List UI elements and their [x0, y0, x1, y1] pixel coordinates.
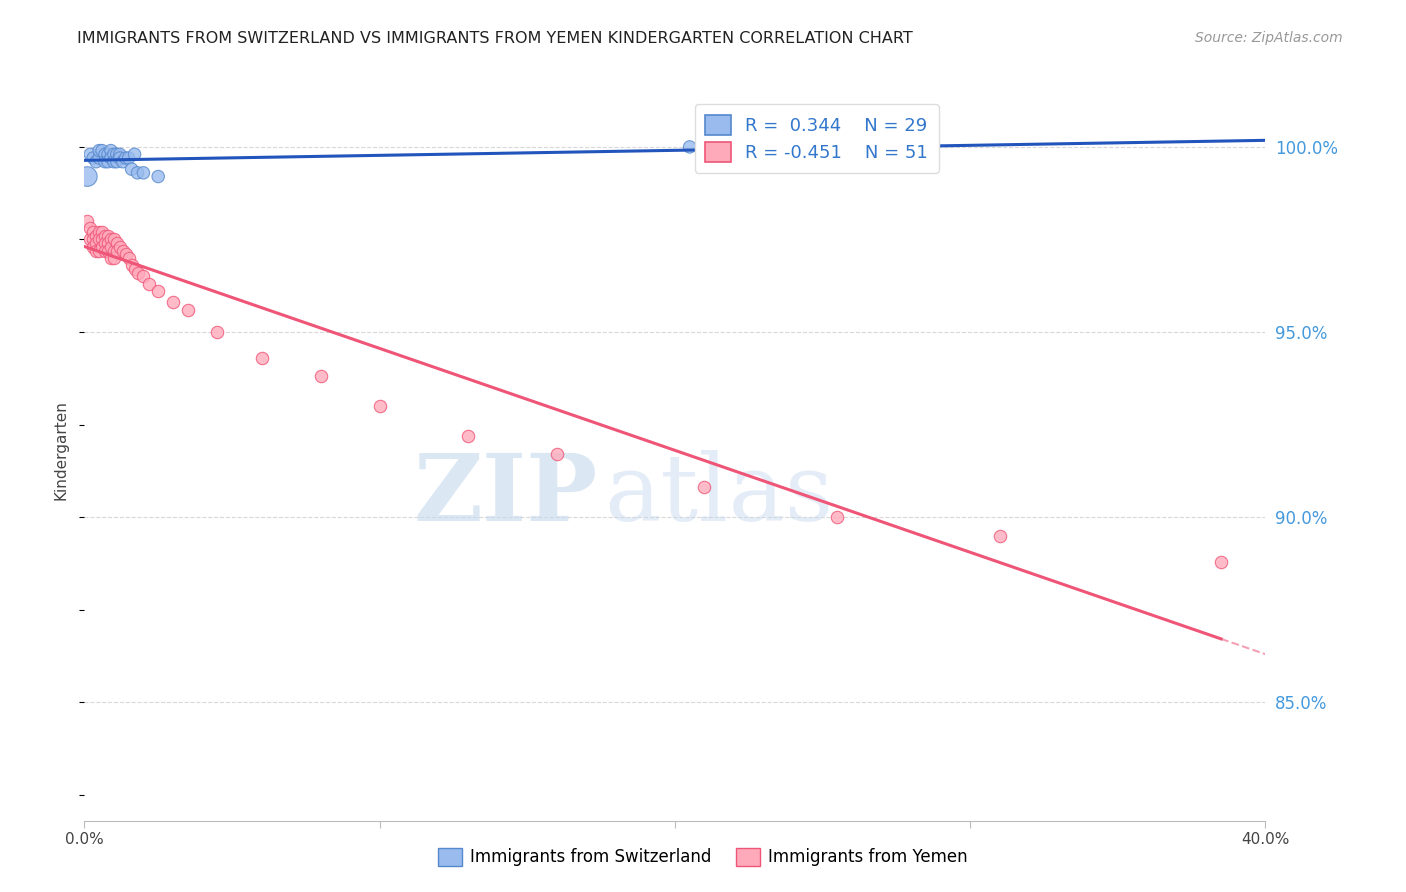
Point [91, 225, 114, 239]
Point [100, 251, 122, 265]
Point [124, 147, 146, 161]
Point [91, 240, 114, 254]
Point [988, 528, 1011, 542]
Point [132, 166, 155, 180]
Y-axis label: Kindergarten: Kindergarten [53, 401, 69, 500]
Point [100, 232, 122, 246]
Point [87, 225, 111, 239]
Point [105, 236, 128, 251]
Point [97, 236, 120, 251]
Point [84, 236, 107, 251]
Point [114, 151, 136, 165]
Point [76, 169, 98, 184]
Point [105, 154, 128, 169]
Point [127, 166, 149, 180]
Point [121, 162, 143, 177]
Point [118, 151, 141, 165]
Point [82, 240, 104, 254]
Point [94, 244, 117, 258]
Point [124, 262, 146, 277]
Point [138, 277, 160, 291]
Point [105, 244, 128, 258]
Point [79, 232, 101, 246]
Point [105, 147, 128, 161]
Point [103, 244, 125, 258]
Point [118, 251, 141, 265]
Text: Source: ZipAtlas.com: Source: ZipAtlas.com [1195, 31, 1343, 45]
Point [121, 258, 143, 272]
Point [97, 154, 120, 169]
Point [91, 232, 114, 246]
Point [84, 244, 107, 258]
Point [827, 510, 849, 524]
Point [886, 140, 908, 154]
Point [100, 240, 122, 254]
Point [207, 325, 229, 339]
Point [114, 247, 136, 261]
Point [91, 144, 114, 158]
Point [1211, 554, 1233, 568]
Point [132, 269, 155, 284]
Point [100, 144, 122, 158]
Point [108, 240, 131, 254]
Point [111, 244, 134, 258]
Point [309, 369, 332, 384]
Point [87, 144, 111, 158]
Point [108, 151, 131, 165]
Point [177, 302, 200, 317]
Point [76, 214, 98, 228]
Point [250, 351, 273, 365]
Point [148, 169, 170, 184]
Point [457, 428, 479, 442]
Point [94, 154, 117, 169]
Point [94, 236, 117, 251]
Point [679, 140, 702, 154]
Legend: Immigrants from Switzerland, Immigrants from Yemen: Immigrants from Switzerland, Immigrants … [432, 841, 974, 873]
Text: ZIP: ZIP [413, 450, 598, 540]
Point [111, 154, 134, 169]
Point [87, 151, 111, 165]
Point [103, 147, 125, 161]
Point [368, 399, 391, 413]
Point [87, 232, 111, 246]
Point [693, 480, 716, 494]
Text: IMMIGRANTS FROM SWITZERLAND VS IMMIGRANTS FROM YEMEN KINDERGARTEN CORRELATION CH: IMMIGRANTS FROM SWITZERLAND VS IMMIGRANT… [77, 31, 912, 46]
Point [97, 228, 120, 243]
Point [79, 221, 101, 235]
Point [97, 244, 120, 258]
Legend: R =  0.344    N = 29, R = -0.451    N = 51: R = 0.344 N = 29, R = -0.451 N = 51 [695, 104, 939, 173]
Text: atlas: atlas [605, 450, 834, 540]
Point [82, 232, 104, 246]
Point [87, 244, 111, 258]
Point [127, 266, 149, 280]
Point [94, 147, 117, 161]
Point [108, 147, 131, 161]
Point [162, 295, 184, 310]
Point [84, 154, 107, 169]
Point [103, 251, 125, 265]
Point [82, 151, 104, 165]
Point [94, 228, 117, 243]
Point [103, 232, 125, 246]
Point [546, 447, 568, 461]
Point [148, 285, 170, 299]
Point [82, 225, 104, 239]
Point [100, 151, 122, 165]
Point [79, 147, 101, 161]
Point [103, 154, 125, 169]
Point [84, 228, 107, 243]
Point [97, 147, 120, 161]
